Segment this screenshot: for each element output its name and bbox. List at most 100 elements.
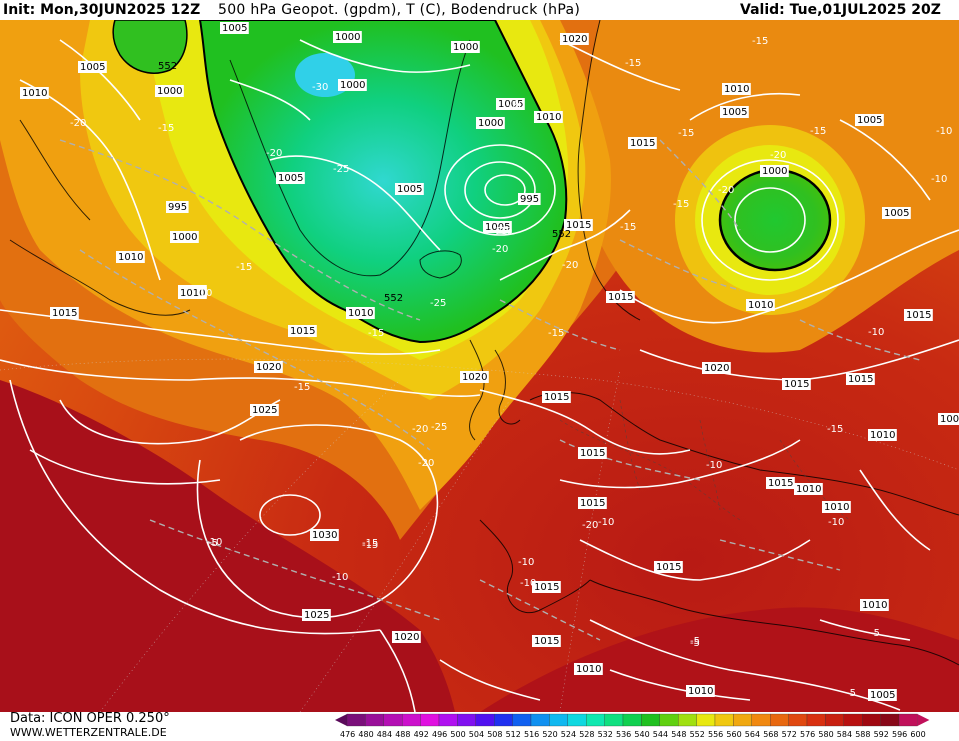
label-background	[220, 22, 249, 34]
label-text: 1015	[630, 138, 655, 149]
label-text: 1000	[478, 118, 503, 129]
label-text: -10	[828, 517, 844, 528]
label-text: 1010	[824, 502, 849, 513]
legend-tick-label: 484	[377, 730, 392, 739]
label-text: -15	[362, 538, 378, 549]
temperature-value-label: -20	[582, 520, 598, 531]
legend-color-swatch	[825, 713, 844, 727]
label-text: -15	[620, 222, 636, 233]
label-text: -10	[931, 174, 947, 185]
temperature-value-label: -10	[931, 174, 947, 185]
label-background	[628, 137, 657, 149]
label-background	[254, 361, 283, 373]
legend-color-swatch	[549, 713, 568, 727]
label-text: -25	[431, 422, 447, 433]
pressure-value-label: 1010	[868, 429, 897, 441]
label-background	[532, 581, 561, 593]
label-text: -10	[706, 460, 722, 471]
label-text: 1010	[862, 600, 887, 611]
label-background	[868, 429, 897, 441]
temperature-value-label: -15	[827, 424, 843, 435]
label-background	[170, 231, 199, 243]
legend-tick-label: 576	[800, 730, 815, 739]
label-text: 1005	[884, 208, 909, 219]
label-text: 1005	[485, 222, 510, 233]
pressure-value-label: 1025	[302, 609, 331, 621]
temperature-value-label: -15	[548, 328, 564, 339]
temperature-value-label: -25	[333, 164, 349, 175]
legend-tick-label: 552	[690, 730, 705, 739]
label-text: 1015	[534, 582, 559, 593]
legend-arrow-right	[917, 714, 930, 726]
label-background	[822, 501, 851, 513]
pressure-value-label: 1015	[628, 137, 657, 149]
label-text: -5	[846, 688, 856, 699]
pressure-value-label: 1005	[276, 172, 305, 184]
legend-tick-label: 512	[506, 730, 521, 739]
label-text: -10	[196, 288, 212, 299]
label-background	[720, 106, 749, 118]
label-text: -15	[368, 328, 384, 339]
legend-tick-label: 500	[450, 730, 465, 739]
temperature-value-label: -10	[496, 226, 512, 237]
label-text: 1000	[453, 42, 478, 53]
legend-tick-label: 504	[469, 730, 484, 739]
label-text: -30	[312, 82, 328, 93]
label-text: -15	[236, 262, 252, 273]
label-text: -10	[332, 572, 348, 583]
legend-tick-label: 540	[634, 730, 649, 739]
label-background	[288, 325, 317, 337]
label-background	[50, 307, 79, 319]
legend-color-swatch	[494, 713, 513, 727]
color-legend: 476 480 484 488 492 496 500 504 508 512 516 520 524 5…	[335, 713, 930, 739]
label-background	[276, 172, 305, 184]
lat-lon-grid	[0, 358, 959, 713]
label-text: 1020	[394, 632, 419, 643]
legend-tick-label: 560	[726, 730, 741, 739]
label-background	[460, 371, 489, 383]
label-background	[766, 477, 795, 489]
temperature-value-label: -5	[690, 638, 700, 649]
pressure-value-label: 1010	[822, 501, 851, 513]
label-text: 1000	[172, 232, 197, 243]
pressure-value-label: 1000	[476, 117, 505, 129]
temperature-value-label: -10	[196, 288, 212, 299]
label-background	[882, 207, 911, 219]
legend-color-swatch	[365, 713, 384, 727]
label-text: -15	[752, 36, 768, 47]
label-background	[578, 497, 607, 509]
country-borders	[559, 399, 851, 521]
legend-color-swatch	[475, 713, 495, 727]
temperature-value-label: -10	[868, 327, 884, 338]
temperature-value-label: -20	[718, 185, 734, 196]
pressure-value-label: 1010	[346, 307, 375, 319]
legend-color-swatch	[622, 713, 642, 727]
temperature-value-label: -10	[518, 557, 534, 568]
legend-tick-label: 588	[855, 730, 870, 739]
label-text: 552	[552, 229, 571, 240]
label-text: 1005	[498, 99, 523, 110]
legend-color-swatch	[696, 713, 716, 727]
weather-map: 1005 1005 1010 1000 1000 1000 1000 1020 1010 1005…	[0, 19, 959, 713]
label-background	[20, 87, 49, 99]
label-background	[534, 111, 563, 123]
label-text: 1005	[222, 23, 247, 34]
label-background	[333, 31, 362, 43]
website-url: WWW.WETTERZENTRALE.DE	[10, 726, 167, 739]
legend-tick-label: 568	[763, 730, 778, 739]
legend-arrow-left	[335, 714, 347, 726]
pressure-value-label: 1015	[532, 581, 561, 593]
label-background	[560, 33, 589, 45]
label-text: -10	[868, 327, 884, 338]
temperature-value-label: -15	[236, 262, 252, 273]
label-text: -20	[418, 458, 434, 469]
label-background	[302, 609, 331, 621]
label-text: -20	[492, 244, 508, 255]
label-background	[938, 413, 959, 425]
pressure-value-label: 1015	[846, 373, 875, 385]
legend-tick-label: 584	[837, 730, 852, 739]
temperature-value-label: -15	[620, 222, 636, 233]
map-footer: Data: ICON OPER 0.250° WWW.WETTERZENTRAL…	[0, 712, 959, 741]
pressure-value-label: 1000	[338, 79, 367, 91]
label-background	[860, 599, 889, 611]
